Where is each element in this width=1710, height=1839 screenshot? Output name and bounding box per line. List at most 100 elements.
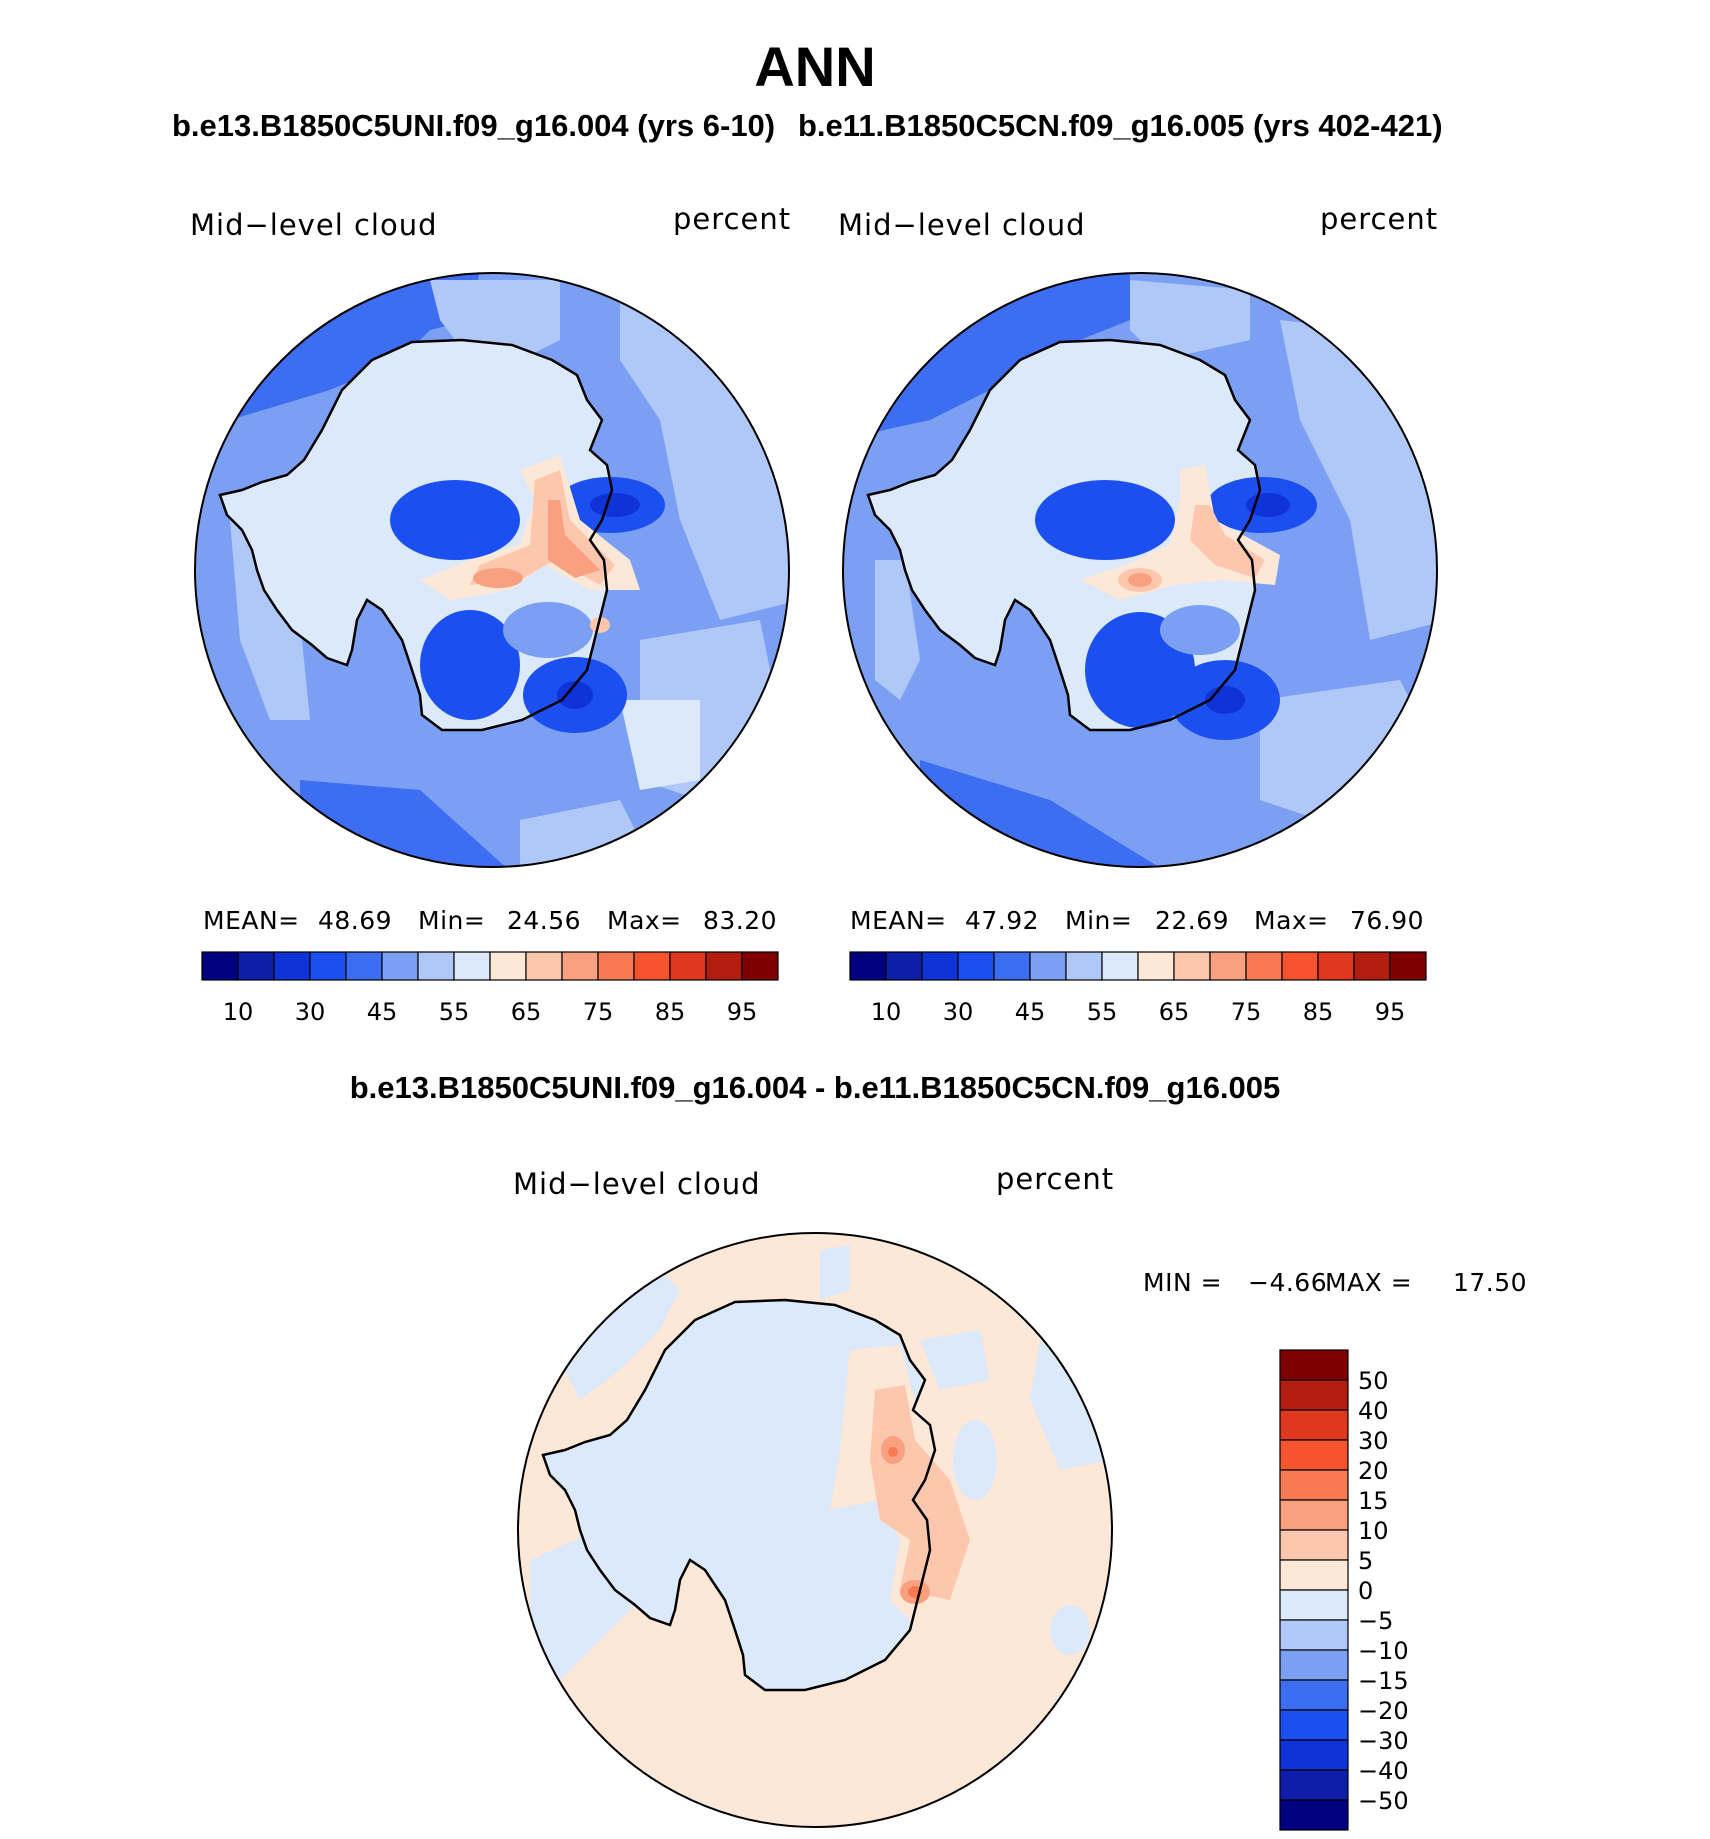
colorbar-difference-swatch	[1279, 1409, 1349, 1441]
colorbar-difference-tick-label: 5	[1358, 1547, 1373, 1575]
colorbar-left-swatch	[417, 951, 455, 981]
colorbar-left-swatch	[741, 951, 779, 981]
colorbar-left-swatch	[633, 951, 671, 981]
colorbar-difference-swatch	[1279, 1769, 1349, 1801]
min-label-right: Min=	[1065, 906, 1133, 935]
map-border-right	[842, 272, 1438, 868]
colorbar-right: 10 30 45 55 65 75 85 95	[849, 951, 1427, 1026]
colorbar-right-swatch	[993, 951, 1031, 981]
colorbar-difference-swatch	[1279, 1649, 1349, 1681]
colorbar-right-swatch	[1281, 951, 1319, 981]
colorbar-right-tick-label: 45	[1015, 998, 1046, 1026]
colorbar-left-swatch	[273, 951, 311, 981]
max-value-right: 76.90	[1350, 906, 1425, 935]
colorbar-difference-swatch	[1279, 1349, 1349, 1381]
colorbar-right-swatch	[1101, 951, 1139, 981]
colorbar-left-tick-label: 30	[295, 998, 326, 1026]
difference-title: b.e13.B1850C5UNI.f09_g16.004 - b.e11.B18…	[349, 1070, 1281, 1105]
colorbar-difference-tick-label: −20	[1358, 1697, 1409, 1725]
colorbar-left-tick-label: 55	[439, 998, 470, 1026]
colorbar-difference-tick-label: −50	[1358, 1787, 1409, 1815]
colorbar-left-tick-label: 85	[655, 998, 686, 1026]
colorbar-right-swatch	[1389, 951, 1427, 981]
max-value-diff: 17.50	[1453, 1268, 1528, 1297]
colorbar-left-swatch	[309, 951, 347, 981]
colorbar-left-swatch	[561, 951, 599, 981]
min-value-left: 24.56	[507, 906, 582, 935]
colorbar-difference-swatch	[1279, 1709, 1349, 1741]
colorbar-left-tick-label: 65	[511, 998, 542, 1026]
colorbar-difference-tick-label: 20	[1358, 1457, 1389, 1485]
colorbar-difference-tick-label: −10	[1358, 1637, 1409, 1665]
colorbar-difference-tick-label: 50	[1358, 1367, 1389, 1395]
colorbar-right-tick-label: 85	[1303, 998, 1334, 1026]
colorbar-right-swatch	[1245, 951, 1283, 981]
colorbar-left-tick-label: 95	[727, 998, 758, 1026]
colorbar-difference-swatch	[1279, 1469, 1349, 1501]
colorbar-right-tick-label: 65	[1159, 998, 1190, 1026]
colorbar-left-swatch	[201, 951, 239, 981]
mean-label-left: MEAN=	[203, 906, 300, 935]
colorbar-difference-swatch	[1279, 1679, 1349, 1711]
case-title-left: b.e13.B1850C5UNI.f09_g16.004 (yrs 6-10)	[172, 108, 776, 143]
colorbar-left-swatch	[525, 951, 563, 981]
colorbar-difference-tick-label: −15	[1358, 1667, 1409, 1695]
colorbar-difference-tick-label: 15	[1358, 1487, 1389, 1515]
colorbar-right-tick-label: 10	[871, 998, 902, 1026]
variable-label-left: Mid−level cloud	[190, 208, 438, 242]
colorbar-right-swatch	[849, 951, 887, 981]
colorbar-right-swatch	[1317, 951, 1355, 981]
colorbar-right-swatch	[1353, 951, 1391, 981]
colorbar-right-swatch	[1029, 951, 1067, 981]
mean-value-right: 47.92	[965, 906, 1040, 935]
colorbar-difference-tick-label: 10	[1358, 1517, 1389, 1545]
colorbar-difference-swatch	[1279, 1439, 1349, 1471]
map-border-difference	[517, 1232, 1113, 1828]
case-title-right: b.e11.B1850C5CN.f09_g16.005 (yrs 402-421…	[798, 108, 1443, 143]
colorbar-left-swatch	[237, 951, 275, 981]
max-label-left: Max=	[607, 906, 682, 935]
mean-value-left: 48.69	[318, 906, 393, 935]
colorbar-left: 10 30 45 55 65 75 85 95	[201, 951, 779, 1026]
max-label-right: Max=	[1254, 906, 1329, 935]
colorbar-right-swatch	[1065, 951, 1103, 981]
colorbar-left-swatch	[669, 951, 707, 981]
colorbar-difference-tick-label: 30	[1358, 1427, 1389, 1455]
map-difference	[518, 1233, 1112, 1827]
colorbar-left-swatch	[381, 951, 419, 981]
min-label-left: Min=	[418, 906, 486, 935]
colorbar-difference-tick-label: −5	[1358, 1607, 1393, 1635]
colorbar-right-swatch	[1209, 951, 1247, 981]
mean-label-right: MEAN=	[850, 906, 947, 935]
min-label-diff: MIN =	[1143, 1268, 1223, 1297]
colorbar-difference-tick-label: 0	[1358, 1577, 1373, 1605]
colorbar-difference-swatch	[1279, 1619, 1349, 1651]
colorbar-left-swatch	[489, 951, 527, 981]
map-left	[195, 273, 789, 867]
max-label-diff: MAX =	[1325, 1268, 1413, 1297]
colorbar-difference-tick-label: −30	[1358, 1727, 1409, 1755]
colorbar-difference-tick-label: −40	[1358, 1757, 1409, 1785]
colorbar-right-tick-label: 75	[1231, 998, 1262, 1026]
colorbar-left-swatch	[705, 951, 743, 981]
page-title: ANN	[754, 35, 876, 98]
colorbar-difference-swatch	[1279, 1559, 1349, 1591]
variable-label-right: Mid−level cloud	[838, 208, 1086, 242]
colorbar-left-tick-label: 10	[223, 998, 254, 1026]
colorbar-right-swatch	[957, 951, 995, 981]
colorbar-right-tick-label: 55	[1087, 998, 1118, 1026]
max-value-left: 83.20	[703, 906, 778, 935]
colorbar-difference-swatch	[1279, 1529, 1349, 1561]
colorbar-right-tick-label: 30	[943, 998, 974, 1026]
min-value-diff: −4.66	[1248, 1268, 1328, 1297]
colorbar-right-swatch	[1137, 951, 1175, 981]
map-border-left	[194, 272, 790, 868]
colorbar-difference-swatch	[1279, 1379, 1349, 1411]
colorbar-left-swatch	[345, 951, 383, 981]
colorbar-left-tick-label: 75	[583, 998, 614, 1026]
colorbar-difference-swatch	[1279, 1589, 1349, 1621]
colorbar-left-swatch	[597, 951, 635, 981]
colorbar-right-swatch	[885, 951, 923, 981]
